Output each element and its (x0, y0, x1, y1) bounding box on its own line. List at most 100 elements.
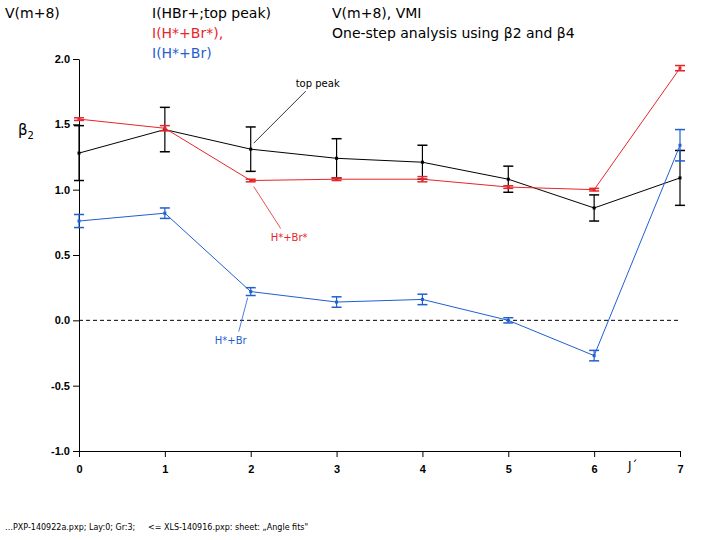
error-bar (74, 118, 84, 121)
error-bar (74, 126, 84, 181)
header-line: I(HBr+;top peak) (152, 5, 271, 21)
y-tick-mark (73, 451, 79, 452)
error-bar-stem (679, 130, 680, 161)
point (507, 319, 510, 322)
y-tick: 1.0 (55, 184, 79, 196)
error-bar-cap (417, 181, 427, 183)
x-tick-label: 5 (506, 463, 512, 475)
error-bar-cap (589, 220, 599, 222)
y-tick: -0.5 (51, 380, 79, 392)
error-bar (332, 139, 342, 178)
error-bar-cap (160, 125, 170, 127)
y-tick: 0.0 (55, 314, 79, 326)
error-bar (246, 288, 256, 296)
header-line: I(H*+Br) (152, 45, 212, 61)
x-tick: 6 (592, 451, 598, 475)
x-axis-line (80, 451, 681, 452)
error-bar-stem (508, 318, 509, 323)
error-bar-cap (675, 70, 685, 72)
error-bar-stem (594, 350, 595, 360)
y-tick-mark (73, 190, 79, 191)
error-bar (503, 186, 513, 189)
y-tick-label: 0.0 (55, 314, 70, 326)
x-tick: 1 (162, 451, 168, 475)
y-tick-label: -1.0 (51, 445, 70, 457)
error-bar (246, 127, 256, 171)
error-bar-cap (417, 144, 427, 146)
error-bar-cap (589, 194, 599, 196)
x-tick-mark (79, 451, 80, 457)
point (679, 67, 682, 70)
point (78, 220, 81, 223)
series-label: top peak (296, 78, 340, 89)
error-bar (417, 145, 427, 179)
point (679, 176, 682, 179)
series-line (79, 130, 680, 208)
x-tick-label: 0 (76, 463, 82, 475)
point (163, 127, 166, 130)
point (421, 161, 424, 164)
error-bar-stem (164, 208, 165, 218)
error-bar-cap (246, 295, 256, 297)
x-tick-label: 1 (162, 463, 168, 475)
leader-line (254, 91, 306, 143)
error-bar-stem (422, 294, 423, 304)
x-axis: 01234567 (76, 451, 683, 475)
error-bar-stem (336, 139, 337, 178)
header-line: I(H*+Br*), (152, 25, 223, 41)
x-tick-label: 2 (248, 463, 254, 475)
x-tick-mark (251, 451, 252, 457)
error-bar (675, 66, 685, 71)
series-label: H*+Br (215, 335, 248, 346)
error-bar-stem (336, 297, 337, 307)
error-bar (417, 294, 427, 304)
error-bar-cap (332, 307, 342, 309)
error-bar-stem (78, 126, 79, 181)
error-bar-cap (417, 293, 427, 295)
error-bar-stem (336, 178, 337, 181)
point (249, 148, 252, 151)
y-axis: -1.0-0.50.00.51.01.52.0 (51, 53, 79, 457)
point (507, 178, 510, 181)
y-tick-label: -0.5 (51, 380, 70, 392)
error-bar (160, 107, 170, 151)
point (507, 186, 510, 189)
error-bar-stem (508, 166, 509, 192)
error-bar-cap (160, 218, 170, 220)
error-bar-stem (250, 288, 251, 296)
point (163, 212, 166, 215)
title: V(m+8) (5, 5, 60, 21)
x-tick: 3 (334, 451, 340, 475)
x-tick: 2 (248, 451, 254, 475)
error-bar-stem (164, 107, 165, 151)
x-tick-mark (422, 451, 423, 457)
leader-line (254, 187, 281, 229)
error-bar-stem (422, 177, 423, 182)
error-bar-cap (589, 360, 599, 362)
error-bar-cap (675, 65, 685, 67)
subtitle: V(m+8), VMI (332, 5, 421, 21)
error-bar-cap (503, 165, 513, 167)
error-bar-stem (679, 66, 680, 71)
error-bar-cap (503, 322, 513, 324)
x-tick-mark (594, 451, 595, 457)
x-tick-label: 4 (420, 463, 427, 475)
error-bar-cap (503, 317, 513, 319)
footnote: <= XLS-140916.pxp: sheet: „Angle fits" (148, 523, 308, 532)
subtitle: One-step analysis using β2 and β4 (332, 25, 575, 41)
error-bar-cap (332, 138, 342, 140)
y-tick-label: 1.0 (55, 184, 70, 196)
error-bar-stem (78, 118, 79, 121)
annotations: top peakH*+Br*H*+Br (215, 78, 340, 345)
error-bar-cap (675, 205, 685, 207)
point (335, 178, 338, 181)
error-bar-stem (78, 214, 79, 227)
x-tick-label: 6 (592, 463, 598, 475)
error-bar-cap (675, 129, 685, 131)
error-bar-cap (332, 296, 342, 298)
error-bar-stem (164, 126, 165, 131)
point (249, 290, 252, 293)
error-bar-stem (594, 188, 595, 191)
x-tick-mark (508, 451, 509, 457)
y-tick: -1.0 (51, 445, 79, 457)
